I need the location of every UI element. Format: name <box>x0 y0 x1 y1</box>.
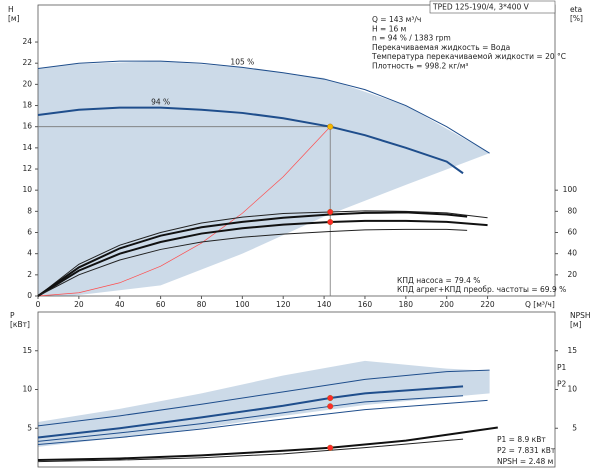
note-line: КПД агрег+КПД преобр. частоты = 69.9 % <box>397 285 566 294</box>
curve <box>37 211 468 297</box>
x-axis-label: Q [м³/ч] <box>525 300 555 309</box>
operating-range <box>38 61 490 296</box>
info-line: n = 94 % / 1383 rpm <box>372 34 451 43</box>
operating-point <box>327 403 334 410</box>
title-box <box>429 0 556 14</box>
note-line: NPSH = 2.48 м <box>497 457 553 466</box>
x-tick-label: 200 <box>440 300 455 309</box>
x-tick-label: 20 <box>74 300 84 309</box>
x-tick-label: 0 <box>36 300 41 309</box>
y-tick-label: 4 <box>27 249 32 258</box>
y-axis-label: H <box>8 5 14 14</box>
y-tick-label: 15 <box>22 346 32 355</box>
curve <box>37 385 464 439</box>
curve-label: P1 <box>557 363 567 372</box>
info-line: H = 16 м <box>372 24 406 33</box>
x-tick-label: 80 <box>197 300 207 309</box>
curve-label: 105 % <box>230 57 254 66</box>
y2-axis-label: eta <box>570 5 582 14</box>
y2-tick-label: 20 <box>567 270 577 279</box>
plot-frame <box>37 4 556 297</box>
operating-point <box>327 395 334 402</box>
y2-tick-label: 10 <box>567 385 577 394</box>
curve-label: P2 <box>557 379 567 388</box>
y-tick-label: 6 <box>27 228 32 237</box>
y-tick-label: 10 <box>22 185 32 194</box>
y2-tick-label: 5 <box>572 423 577 432</box>
x-tick-label: 60 <box>156 300 166 309</box>
info-line: Q = 143 м³/ч <box>372 15 421 24</box>
info-line: Температура перекачиваемой жидкости = 20… <box>371 52 566 61</box>
curve <box>37 126 331 297</box>
x-tick-label: 120 <box>276 300 291 309</box>
y-tick-label: 5 <box>27 423 32 432</box>
curve <box>37 395 464 442</box>
chart-title: TPED 125-190/4, 3*400 V <box>432 3 530 12</box>
curve <box>37 369 490 427</box>
y2-axis-unit: [м] <box>570 320 582 329</box>
y-tick-label: 22 <box>22 58 32 67</box>
y-tick-label: 0 <box>27 291 32 300</box>
y2-tick-label: 80 <box>567 206 577 215</box>
operating-range <box>38 360 490 447</box>
curve <box>37 438 464 463</box>
y-tick-label: 14 <box>22 143 32 152</box>
y-tick-label: 12 <box>22 164 32 173</box>
y-tick-label: 2 <box>27 270 32 279</box>
y2-tick-label: 100 <box>563 185 578 194</box>
curve <box>37 219 488 297</box>
curve <box>37 399 488 446</box>
curve-label: 94 % <box>151 98 170 107</box>
info-line: Перекачиваемая жидкость = Вода <box>372 43 510 52</box>
y-tick-label: 24 <box>22 37 32 46</box>
y-tick-label: 18 <box>22 101 32 110</box>
y-tick-label: 10 <box>22 385 32 394</box>
curve <box>37 426 498 462</box>
curve <box>37 60 490 154</box>
x-tick-label: 180 <box>399 300 414 309</box>
y2-tick-label: 40 <box>567 249 577 258</box>
y-axis-unit: [м] <box>8 14 20 23</box>
x-tick-label: 140 <box>317 300 332 309</box>
note-line: P2 = 7.831 кВт <box>497 446 556 455</box>
y-axis-label: P <box>10 311 15 320</box>
note-line: P1 = 8.9 кВт <box>497 435 546 444</box>
operating-point <box>327 219 334 226</box>
operating-point <box>327 123 334 130</box>
y-axis-unit: [кВт] <box>10 320 30 329</box>
info-line: Плотность = 998.2 кг/м³ <box>372 62 468 71</box>
y2-axis-label: NPSH <box>570 311 591 320</box>
note-line: КПД насоса = 79.4 % <box>397 276 480 285</box>
curve <box>37 228 468 297</box>
curve <box>37 210 488 297</box>
operating-point <box>327 208 334 215</box>
x-tick-label: 220 <box>480 300 495 309</box>
curve <box>37 106 464 175</box>
y2-tick-label: 15 <box>567 346 577 355</box>
y-tick-label: 8 <box>27 206 32 215</box>
x-tick-label: 160 <box>358 300 373 309</box>
operating-point <box>327 444 334 451</box>
y2-axis-unit: [%] <box>570 14 583 23</box>
y2-tick-label: 60 <box>567 228 577 237</box>
y-tick-label: 20 <box>22 79 32 88</box>
x-tick-label: 100 <box>235 300 250 309</box>
y-tick-label: 16 <box>22 122 32 131</box>
x-tick-label: 40 <box>115 300 125 309</box>
